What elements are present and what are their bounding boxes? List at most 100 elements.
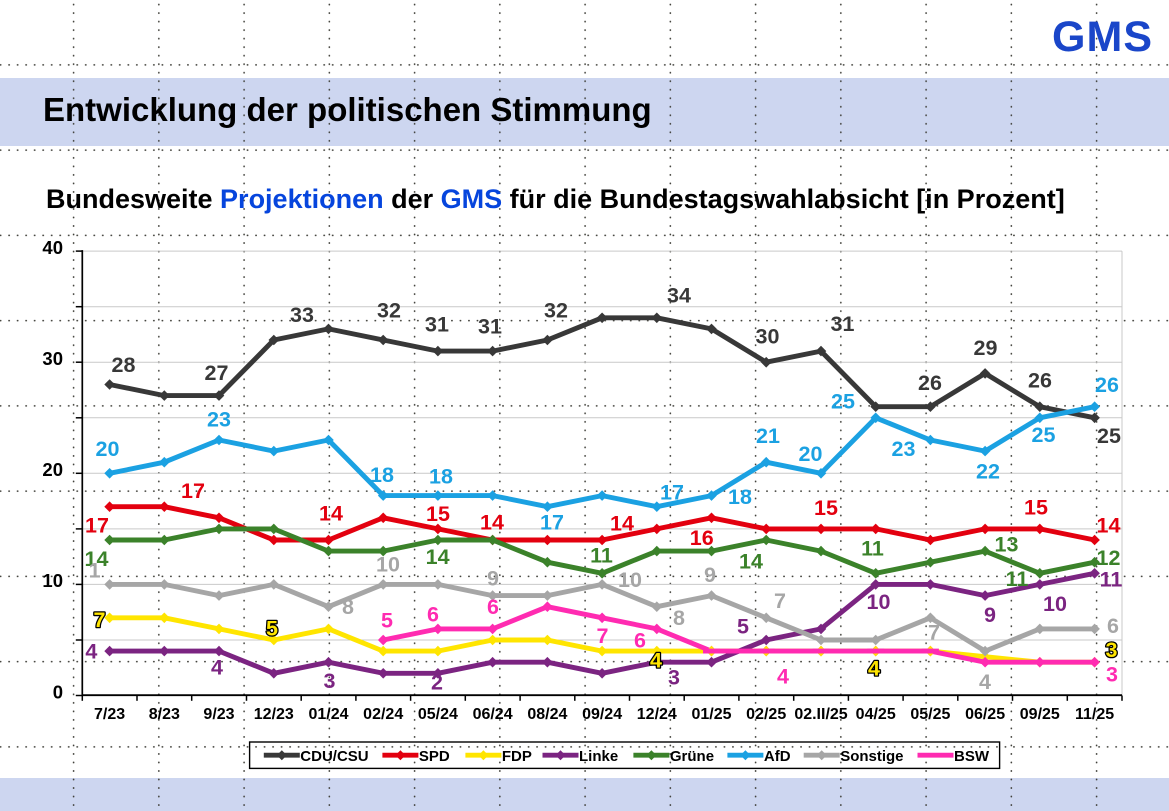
svg-text:26: 26	[1095, 373, 1119, 397]
svg-text:26: 26	[918, 371, 942, 395]
svg-text:25: 25	[1032, 423, 1056, 447]
svg-text:15: 15	[814, 496, 838, 520]
svg-text:7: 7	[597, 624, 609, 648]
svg-text:05/25: 05/25	[910, 706, 950, 723]
svg-text:4: 4	[777, 665, 789, 689]
svg-text:5: 5	[381, 609, 393, 633]
svg-text:4: 4	[85, 640, 97, 664]
svg-text:8: 8	[673, 606, 685, 630]
svg-text:Grüne: Grüne	[670, 748, 714, 765]
svg-text:27: 27	[205, 361, 229, 385]
svg-text:06/24: 06/24	[473, 706, 513, 723]
svg-text:14: 14	[319, 502, 343, 526]
svg-text:31: 31	[425, 313, 449, 337]
svg-text:FDP: FDP	[502, 748, 532, 765]
svg-text:7: 7	[928, 621, 940, 645]
svg-text:26: 26	[1028, 369, 1052, 393]
svg-text:6: 6	[1107, 614, 1119, 638]
svg-text:7/23: 7/23	[94, 706, 125, 723]
svg-text:20: 20	[799, 442, 823, 466]
svg-text:02.II/25: 02.II/25	[794, 706, 847, 723]
svg-text:8: 8	[342, 595, 354, 619]
svg-text:12/23: 12/23	[254, 706, 294, 723]
svg-text:15: 15	[1024, 496, 1048, 520]
svg-text:11: 11	[1006, 567, 1029, 591]
svg-text:14: 14	[426, 545, 450, 569]
svg-text:18: 18	[370, 463, 394, 487]
svg-text:14: 14	[1097, 514, 1121, 538]
svg-text:0: 0	[53, 681, 63, 702]
svg-text:09/25: 09/25	[1020, 706, 1060, 723]
svg-text:14: 14	[85, 547, 109, 571]
svg-text:31: 31	[831, 312, 855, 336]
svg-text:BSW: BSW	[954, 748, 990, 765]
svg-text:08/24: 08/24	[527, 706, 567, 723]
svg-text:05/24: 05/24	[418, 706, 458, 723]
svg-text:11/25: 11/25	[1075, 706, 1114, 723]
svg-text:11: 11	[590, 544, 613, 568]
svg-text:16: 16	[690, 526, 714, 550]
svg-text:25: 25	[1097, 424, 1121, 448]
svg-text:34: 34	[667, 284, 691, 308]
svg-text:30: 30	[756, 325, 780, 349]
svg-text:3: 3	[1106, 663, 1118, 687]
svg-text:AfD: AfD	[764, 748, 791, 765]
svg-text:10: 10	[376, 553, 400, 577]
svg-text:9: 9	[984, 603, 996, 627]
svg-text:06/25: 06/25	[965, 706, 1005, 723]
svg-text:3: 3	[668, 666, 680, 690]
svg-text:29: 29	[974, 336, 998, 360]
svg-text:28: 28	[112, 353, 136, 377]
svg-text:9: 9	[704, 563, 716, 587]
svg-text:40: 40	[42, 237, 63, 258]
svg-text:30: 30	[42, 348, 63, 369]
svg-text:14: 14	[480, 511, 504, 535]
svg-text:11: 11	[1100, 568, 1123, 592]
svg-text:14: 14	[610, 512, 634, 536]
svg-text:11: 11	[861, 537, 884, 561]
svg-text:20: 20	[96, 437, 120, 461]
svg-text:17: 17	[660, 481, 684, 505]
svg-text:6: 6	[634, 629, 646, 653]
svg-text:02/24: 02/24	[363, 706, 403, 723]
svg-text:6: 6	[487, 595, 499, 619]
svg-text:18: 18	[429, 465, 453, 489]
svg-text:10: 10	[42, 570, 63, 591]
svg-text:3: 3	[1106, 638, 1118, 662]
svg-text:23: 23	[207, 408, 231, 432]
svg-text:2: 2	[431, 671, 443, 695]
svg-text:SPD: SPD	[419, 748, 450, 765]
svg-text:25: 25	[831, 390, 855, 414]
svg-text:02/25: 02/25	[746, 706, 786, 723]
svg-text:4: 4	[650, 649, 662, 673]
svg-text:17: 17	[181, 479, 205, 503]
svg-text:7: 7	[94, 608, 106, 632]
svg-text:01/24: 01/24	[308, 706, 348, 723]
svg-text:01/25: 01/25	[691, 706, 731, 723]
svg-text:Sonstige: Sonstige	[840, 748, 903, 765]
svg-text:Linke: Linke	[579, 748, 618, 765]
svg-text:8/23: 8/23	[149, 706, 180, 723]
svg-text:1: 1	[89, 559, 101, 583]
svg-text:13: 13	[995, 533, 1019, 557]
svg-text:17: 17	[85, 514, 109, 538]
svg-text:10: 10	[1043, 592, 1067, 616]
svg-text:10: 10	[618, 568, 642, 592]
svg-text:23: 23	[892, 437, 916, 461]
svg-text:9: 9	[487, 567, 499, 591]
svg-text:31: 31	[478, 315, 502, 339]
svg-text:10: 10	[867, 590, 891, 614]
svg-text:9/23: 9/23	[203, 706, 234, 723]
svg-text:5: 5	[266, 617, 278, 641]
svg-text:22: 22	[976, 460, 1000, 484]
svg-text:12: 12	[1097, 546, 1121, 570]
svg-text:3: 3	[324, 669, 336, 693]
svg-text:6: 6	[427, 603, 439, 627]
svg-text:4: 4	[979, 670, 991, 694]
svg-text:04/25: 04/25	[856, 706, 896, 723]
svg-text:18: 18	[728, 485, 752, 509]
svg-text:14: 14	[739, 550, 763, 574]
svg-text:CDU/CSU: CDU/CSU	[300, 748, 368, 765]
svg-text:21: 21	[756, 424, 780, 448]
svg-text:32: 32	[544, 299, 568, 323]
